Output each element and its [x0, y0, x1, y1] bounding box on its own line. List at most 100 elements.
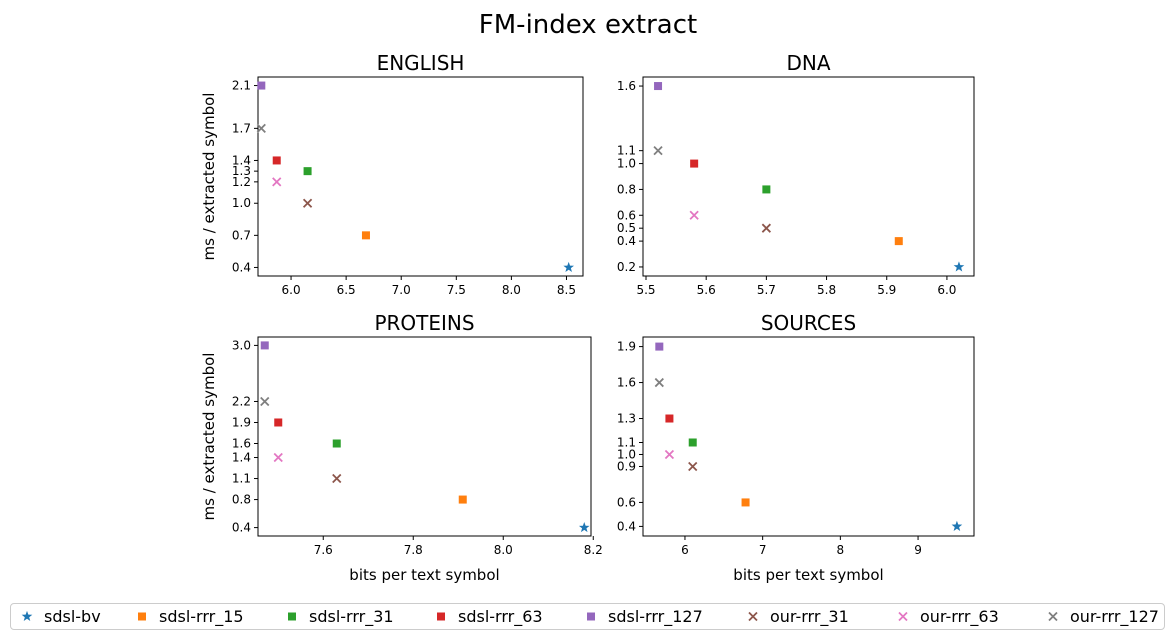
plot-area [257, 336, 592, 537]
subplot-sources: SOURCES 6 7 8 9 0.4 0.6 0.91.01.1 1.3 1.6 1.9 bits … [617, 311, 975, 584]
legend-marker [288, 612, 296, 621]
data-point-our-rrr_63 [272, 177, 282, 187]
x-tick-label: 8.5 [557, 283, 576, 297]
y-tick-label: 1.6 [617, 79, 636, 93]
x-tick-label: 7 [759, 543, 767, 557]
y-axis-label: ms / extracted symbol [200, 353, 218, 521]
legend-entry-sdsl-rrr_31: sdsl-rrr_31 [288, 607, 394, 627]
legend-marker [587, 612, 595, 621]
y-tick-label: 1.6 [617, 376, 636, 390]
data-point-our-rrr_31 [688, 461, 698, 472]
y-tick-label: 0.9 [617, 459, 636, 473]
y-tick-label: 2.2 [232, 394, 251, 408]
y-tick-label: 1.9 [617, 340, 636, 354]
data-point-our-rrr_63 [689, 210, 699, 220]
legend-entry-sdsl-bv: sdsl-bv [21, 607, 101, 626]
data-point-sdsl-rrr_15 [458, 495, 467, 504]
data-point-our-rrr_63 [664, 449, 675, 460]
y-tick-label: 1.3 [232, 164, 251, 178]
data-point-sdsl-bv [953, 261, 965, 272]
y-tick-label: 2.1 [232, 79, 251, 93]
data-point-sdsl-rrr_127 [257, 81, 266, 90]
x-axis-label: bits per text symbol [349, 566, 499, 584]
subplot-proteins: PROTEINS 7.6 7.8 8.0 8.2 0.4 0.8 1.1 1.41.6 1.9 2.… [200, 311, 603, 584]
y-tick-label: 0.4 [232, 521, 251, 535]
y-tick-label: 1.0 [232, 196, 251, 210]
data-point-sdsl-bv [563, 261, 574, 272]
y-tick-label: 0.4 [617, 519, 636, 533]
data-point-our-rrr_127 [654, 377, 664, 388]
legend-label: sdsl-rrr_127 [608, 607, 703, 627]
y-tick-label: 0.4 [232, 260, 251, 274]
y-tick-label: 3.0 [232, 338, 251, 352]
y-tick-label: 1.1 [232, 472, 251, 486]
x-tick-label: 8 [837, 543, 845, 557]
x-tick-label: 8.0 [502, 283, 521, 297]
x-tick-label: 9 [914, 543, 922, 557]
y-tick-label: 1.4 [232, 153, 251, 167]
data-point-sdsl-rrr_127 [655, 342, 664, 351]
x-tick-label: 5.7 [757, 283, 776, 297]
legend-label: our-rrr_31 [770, 607, 849, 627]
x-tick-label: 5.9 [877, 283, 896, 297]
legend-marker [138, 612, 146, 621]
legend-marker [1048, 611, 1058, 622]
legend-label: sdsl-bv [44, 607, 101, 626]
data-point-sdsl-rrr_63 [690, 159, 699, 168]
x-tick-label: 7.6 [314, 543, 333, 557]
y-tick-label: 1.0 [617, 447, 636, 461]
legend-label: sdsl-rrr_63 [458, 607, 543, 627]
subplot-title: PROTEINS [374, 311, 474, 335]
data-point-our-rrr_127 [256, 123, 266, 133]
data-point-our-rrr_31 [302, 198, 313, 208]
data-point-sdsl-rrr_31 [303, 167, 312, 176]
legend-marker [437, 612, 445, 621]
y-tick-label: 0.4 [617, 234, 636, 248]
legend-entry-sdsl-rrr_127: sdsl-rrr_127 [587, 607, 703, 627]
data-point-sdsl-rrr_63 [665, 414, 674, 423]
subplot-title: SOURCES [761, 311, 856, 335]
y-tick-label: 1.6 [232, 437, 251, 451]
legend-label: sdsl-rrr_15 [159, 607, 244, 627]
data-point-sdsl-rrr_127 [654, 82, 663, 91]
legend: sdsl-bv sdsl-rrr_15 sdsl-rrr_31 sdsl-rrr_63… [10, 603, 1165, 630]
data-point-our-rrr_63 [273, 452, 283, 463]
legend-entry-our-rrr_63: our-rrr_63 [898, 607, 999, 627]
x-tick-label: 6.5 [337, 283, 356, 297]
data-point-sdsl-rrr_15 [361, 231, 370, 240]
legend-label: our-rrr_127 [1070, 607, 1159, 627]
x-tick-label: 8.0 [494, 543, 513, 557]
legend-entries: sdsl-bv sdsl-rrr_15 sdsl-rrr_31 sdsl-rrr_63… [21, 607, 1159, 627]
x-tick-label: 5.5 [636, 283, 655, 297]
data-point-sdsl-rrr_127 [260, 341, 269, 350]
y-tick-label: 1.7 [232, 121, 251, 135]
y-tick-label: 1.1 [617, 144, 636, 158]
data-point-sdsl-rrr_31 [762, 185, 771, 194]
legend-marker [898, 611, 908, 622]
x-tick-label: 6 [681, 543, 689, 557]
legend-label: our-rrr_63 [920, 607, 999, 627]
legend-entry-our-rrr_127: our-rrr_127 [1048, 607, 1159, 627]
data-point-sdsl-rrr_15 [894, 237, 903, 246]
legend-label: sdsl-rrr_31 [309, 607, 394, 627]
y-tick-label: 0.8 [232, 493, 251, 507]
y-tick-label: 1.1 [617, 435, 636, 449]
y-tick-label: 0.5 [617, 221, 636, 235]
figure-title: FM-index extract [479, 10, 697, 40]
x-tick-label: 7.8 [404, 543, 423, 557]
x-axis-label: bits per text symbol [733, 566, 883, 584]
data-point-our-rrr_127 [653, 146, 663, 156]
y-tick-label: 0.7 [232, 228, 251, 242]
subplot-title: ENGLISH [377, 51, 465, 75]
x-tick-label: 6.0 [937, 283, 956, 297]
data-point-sdsl-rrr_31 [332, 439, 341, 448]
legend-marker [748, 611, 758, 622]
x-tick-label: 7.5 [447, 283, 466, 297]
x-tick-label: 6.0 [282, 283, 301, 297]
x-tick-label: 8.2 [584, 543, 603, 557]
x-tick-label: 7.0 [392, 283, 411, 297]
x-tick-label: 5.6 [697, 283, 716, 297]
